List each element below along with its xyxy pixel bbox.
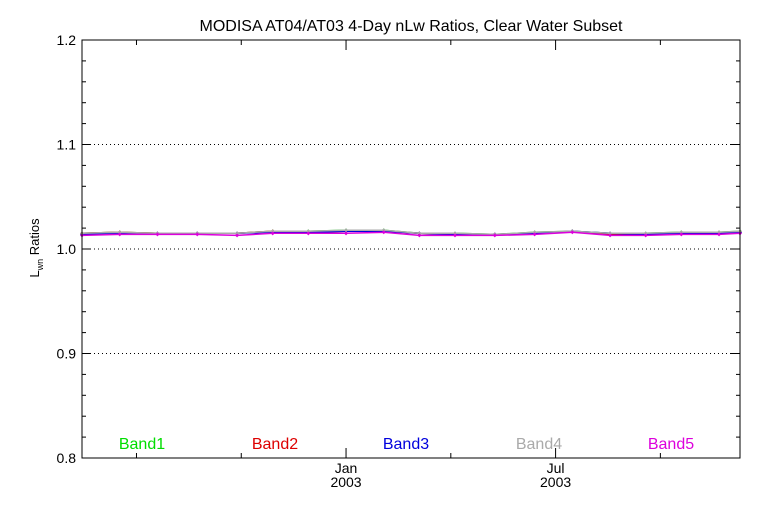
data-point-band5	[344, 231, 349, 236]
data-point-band4	[270, 229, 275, 234]
legend-entry-band1: Band1	[119, 436, 165, 453]
data-point-band4	[117, 230, 122, 235]
data-point-band5	[679, 232, 684, 237]
data-point-band4	[679, 230, 684, 235]
data-point-band4	[717, 230, 722, 235]
data-point-band4	[532, 230, 537, 235]
series-layer	[80, 228, 742, 238]
data-point-band5	[643, 233, 648, 238]
x-tick-month-label: Jul	[547, 460, 565, 476]
y-tick-label: 1.1	[57, 137, 77, 153]
data-point-band4	[417, 231, 422, 236]
data-point-band5	[270, 231, 275, 236]
data-point-band5	[381, 230, 386, 235]
data-point-band5	[570, 230, 575, 235]
chart-title: MODISA AT04/AT03 4-Day nLw Ratios, Clear…	[200, 18, 624, 35]
y-axis-label-rest: Ratios	[27, 218, 42, 259]
data-point-band5	[417, 233, 422, 238]
data-point-band5	[155, 232, 160, 237]
x-tick-year-label: 2003	[540, 474, 571, 490]
data-point-band5	[235, 233, 240, 238]
data-point-band4	[381, 228, 386, 233]
legend-entry-band2: Band2	[252, 436, 298, 453]
data-point-band5	[306, 231, 311, 236]
data-point-band4	[643, 231, 648, 236]
legend-entry-band4: Band4	[516, 436, 562, 453]
y-axis-label-subscript: wn	[35, 259, 45, 272]
data-point-band5	[532, 232, 537, 237]
y-tick-label: 0.9	[57, 346, 77, 362]
data-point-band5	[195, 232, 200, 237]
legend-entry-band3: Band3	[383, 436, 429, 453]
x-tick-year-label: 2003	[330, 474, 361, 490]
data-point-band4	[344, 228, 349, 233]
y-tick-label: 1.0	[57, 241, 77, 257]
legend-entry-band5: Band5	[648, 436, 694, 453]
y-tick-label: 0.8	[57, 450, 77, 466]
x-tick-month-label: Jan	[335, 460, 358, 476]
data-point-band4	[453, 231, 458, 236]
data-point-band5	[717, 232, 722, 237]
data-point-band4	[235, 231, 240, 236]
data-point-band5	[117, 232, 122, 237]
grid-layer	[82, 144, 740, 354]
y-tick-label: 1.2	[57, 32, 77, 48]
data-point-band5	[492, 233, 497, 238]
y-axis-label: Lwn Ratios	[27, 218, 45, 278]
data-point-band4	[608, 231, 613, 236]
data-point-band5	[608, 233, 613, 238]
data-point-band4	[306, 229, 311, 234]
data-point-band5	[453, 233, 458, 238]
y-axis-label-main: L	[27, 270, 42, 277]
legend: Band1 Band2 Band3 Band4 Band5	[119, 436, 694, 453]
